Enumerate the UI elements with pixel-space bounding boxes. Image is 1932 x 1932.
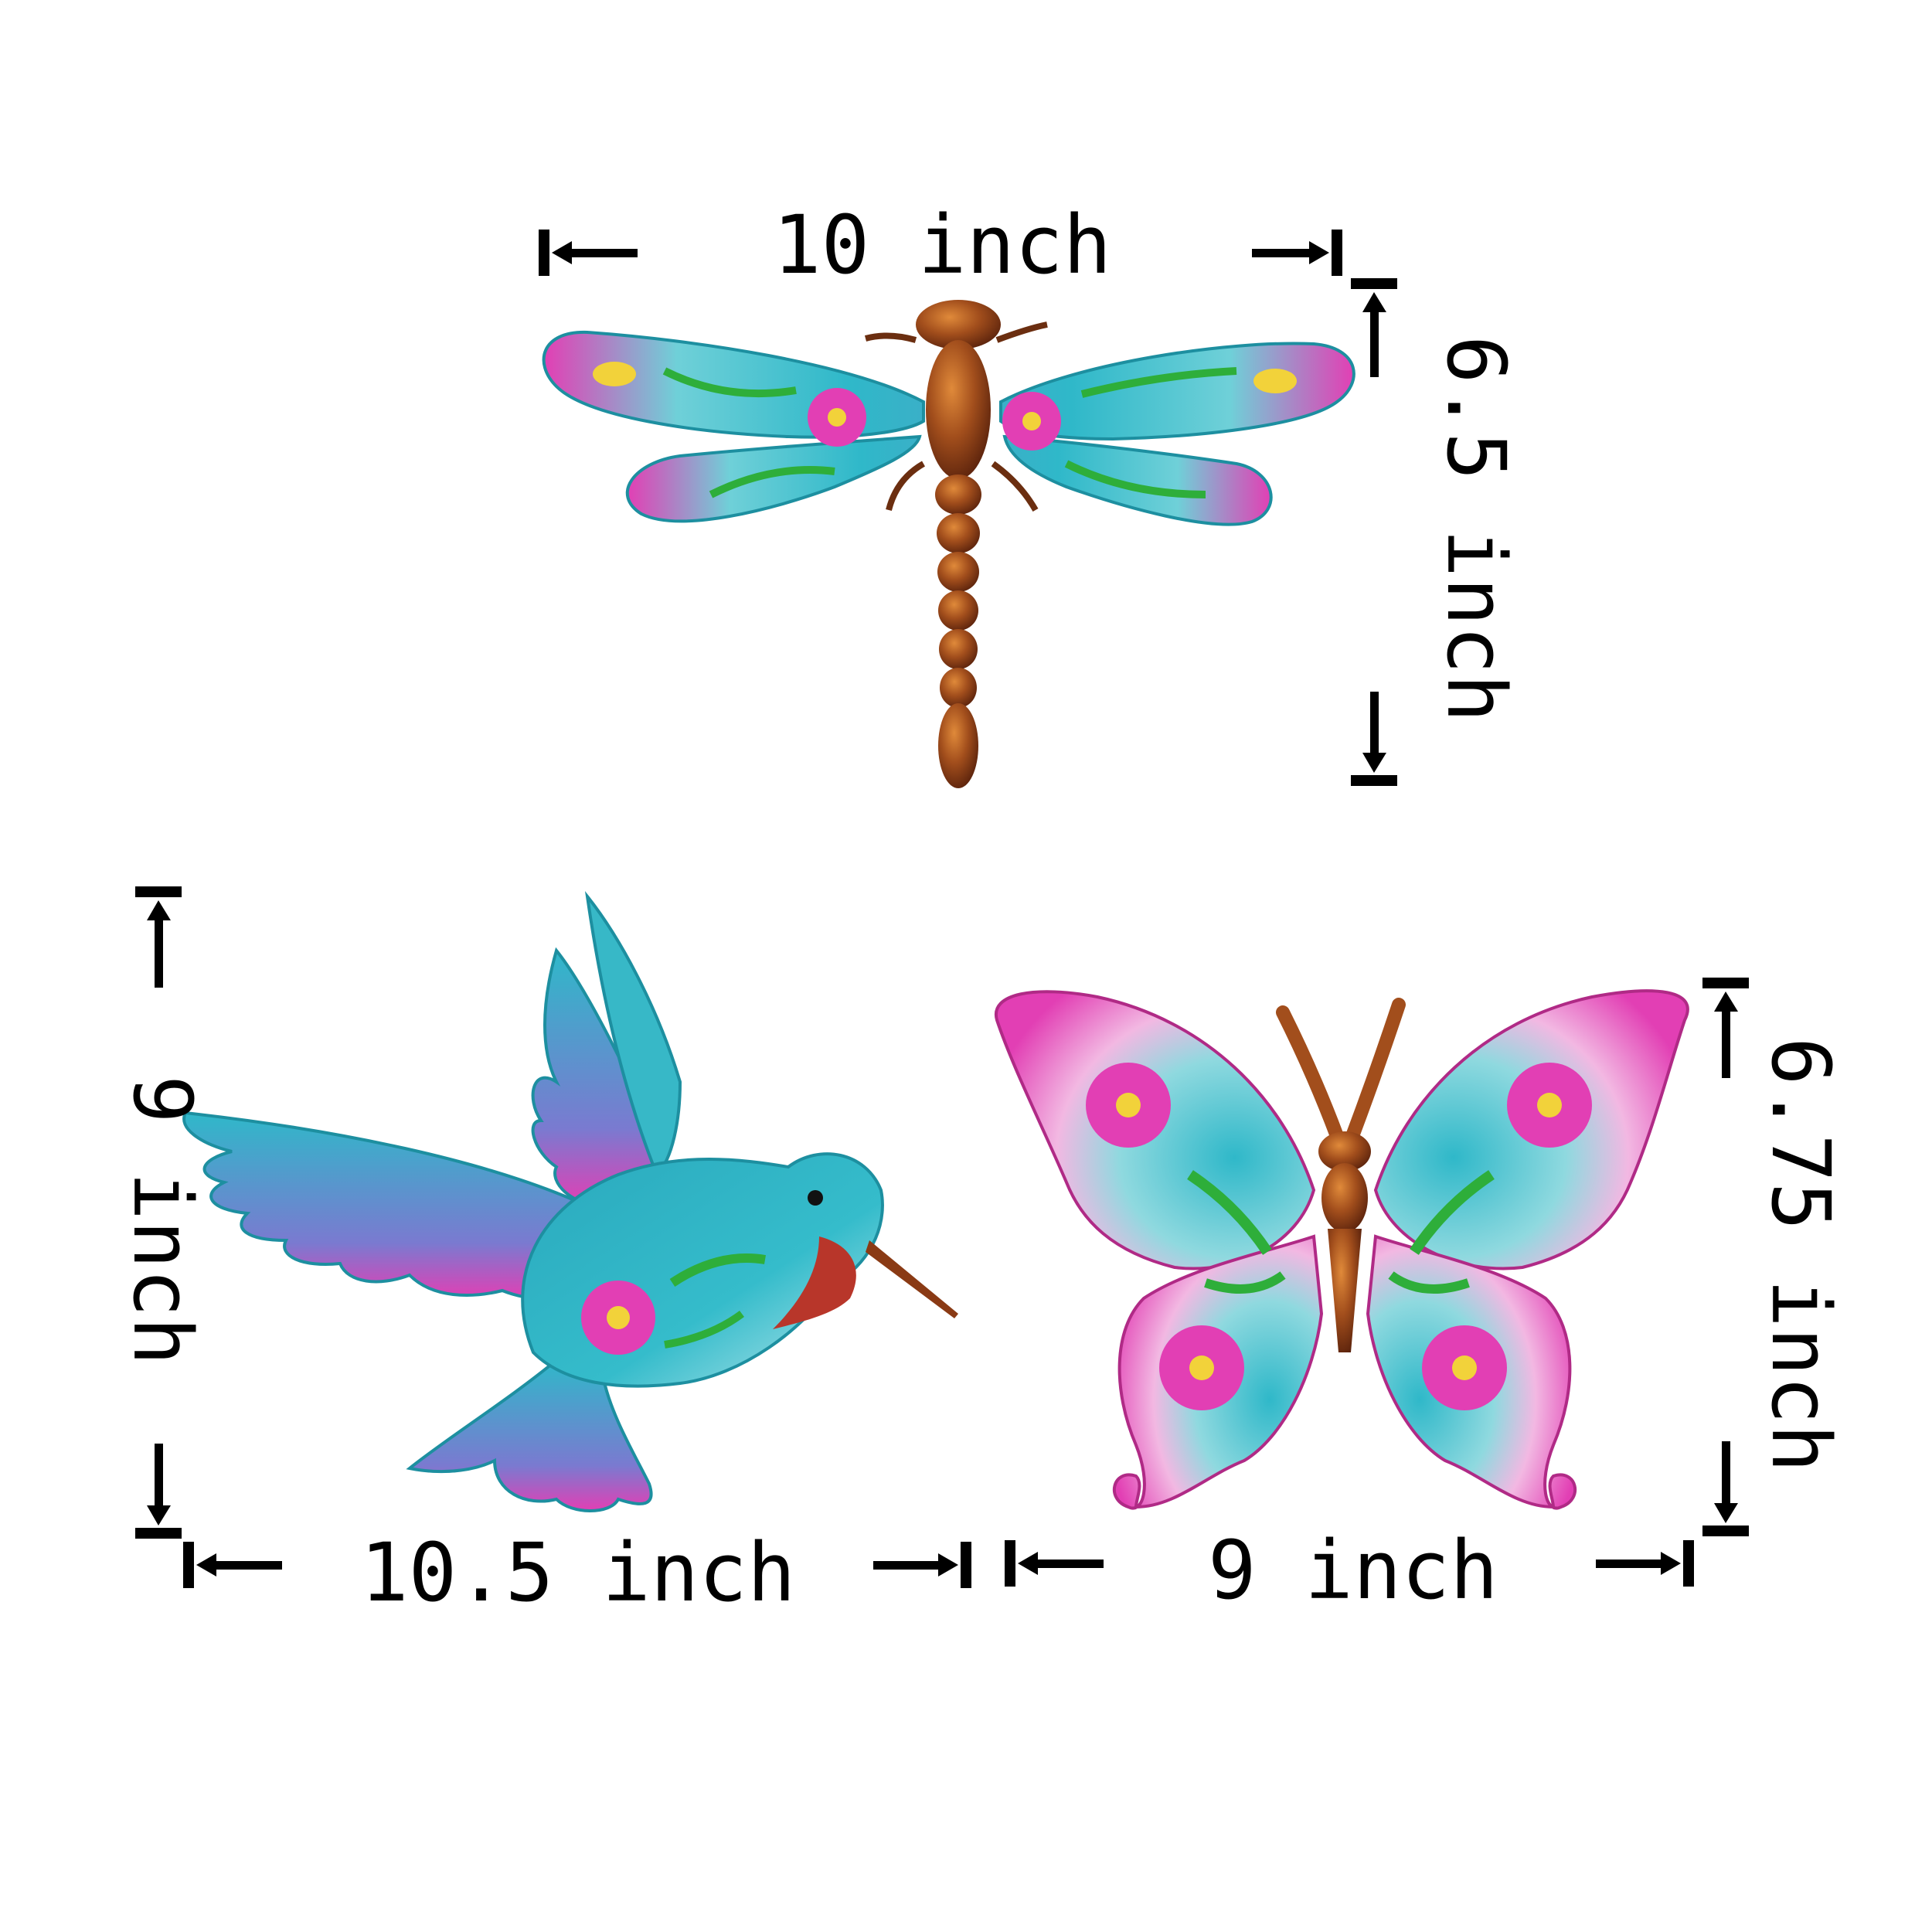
butterfly-width-label: 9 inch <box>1208 1523 1498 1617</box>
hummingbird-width-label: 10.5 inch <box>360 1526 796 1620</box>
hummingbird-width-dimension <box>183 1542 971 1588</box>
butterfly-abdomen <box>1328 1229 1362 1352</box>
butterfly-figure <box>994 989 1689 1510</box>
hummingbird-beak <box>866 1240 958 1318</box>
butterfly-width-dimension <box>1005 1540 1694 1587</box>
hummingbird-wing-upper <box>531 947 675 1208</box>
butterfly-thorax <box>1321 1163 1368 1233</box>
hummingbird-eye <box>808 1190 823 1206</box>
dragonfly-wing-flowers <box>593 362 1297 498</box>
butterfly-antenna-left <box>1276 1005 1344 1143</box>
hummingbird-throat <box>773 1236 856 1329</box>
dragonfly-wing-lower-left <box>625 434 922 523</box>
dragonfly-head <box>916 300 1001 349</box>
dragonfly-width-label: 10 inch <box>773 198 1112 292</box>
dragonfly-wing-upper-right <box>999 342 1355 441</box>
dragonfly-legs <box>864 321 1048 512</box>
butterfly-wing-flowers <box>1086 1063 1592 1410</box>
dragonfly-width-dimension <box>539 230 1342 276</box>
dragonfly-wing-lower-right <box>1002 434 1273 526</box>
butterfly-antenna-right <box>1345 998 1406 1143</box>
dragonfly-height-dimension <box>1351 278 1397 786</box>
dragonfly-abdomen <box>935 474 981 788</box>
dragonfly-height-label: 6.5 inch <box>1429 335 1523 723</box>
dragonfly-thorax <box>926 340 991 479</box>
hummingbird-height-label: 9 inch <box>115 1075 209 1366</box>
hummingbird-body-flower <box>581 1253 766 1355</box>
butterfly-height-label: 6.75 inch <box>1753 1037 1848 1473</box>
hummingbird-tail <box>406 1358 653 1512</box>
dragonfly-figure <box>542 300 1355 788</box>
butterfly-head <box>1318 1131 1371 1172</box>
butterfly-height-dimension <box>1702 978 1749 1536</box>
hummingbird-height-dimension <box>135 886 182 1539</box>
hummingbird-wing-left <box>182 1111 613 1301</box>
dragonfly-wing-upper-left <box>542 330 925 439</box>
hummingbird-figure <box>182 891 958 1512</box>
